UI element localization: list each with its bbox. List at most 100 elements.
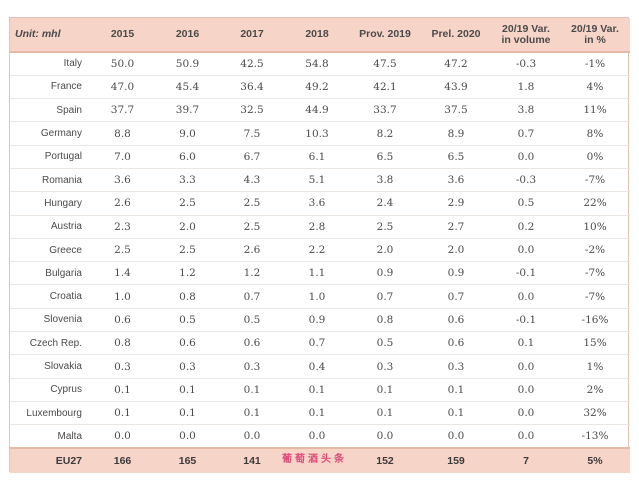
value-cell: 0.0 [350, 424, 420, 449]
total-cell: 159 [420, 447, 492, 474]
value-cell: 0.6 [90, 308, 155, 333]
value-cell: 0.2 [492, 215, 560, 239]
value-cell: 3.3 [155, 168, 220, 193]
value-cell: -7% [560, 261, 630, 286]
value-cell: 0.0 [220, 424, 284, 449]
value-cell: 6.5 [420, 145, 492, 169]
country-cell: Bulgaria [10, 261, 90, 286]
col-header: 20/19 Var. in volume [492, 18, 560, 53]
value-cell: 0.1 [284, 401, 350, 426]
value-cell: -0.3 [492, 52, 560, 76]
value-cell: 2.6 [220, 238, 284, 263]
value-cell: -13% [560, 424, 630, 449]
value-cell: 0.9 [284, 308, 350, 333]
value-cell: 15% [560, 331, 630, 356]
value-cell: 50.0 [90, 52, 155, 76]
country-cell: Romania [10, 168, 90, 193]
value-cell: 2.3 [90, 215, 155, 239]
value-cell: 0.1 [492, 331, 560, 356]
col-header: 2017 [220, 18, 284, 53]
country-cell: Slovakia [10, 354, 90, 379]
value-cell: 1.1 [284, 261, 350, 286]
col-header: 2015 [90, 18, 155, 53]
value-cell: 3.8 [492, 98, 560, 123]
total-label: EU27 [10, 447, 90, 474]
value-cell: 3.8 [350, 168, 420, 193]
wine-production-table-frame: Unit: mhl 2015 2016 2017 2018 Prov. 2019… [9, 17, 630, 474]
country-cell: Czech Rep. [10, 331, 90, 356]
value-cell: 0.3 [220, 354, 284, 379]
value-cell: 2.5 [90, 238, 155, 263]
value-cell: 9.0 [155, 121, 220, 146]
table-row: Germany 8.8 9.0 7.5 10.3 8.2 8.9 0.7 8% [10, 121, 630, 146]
value-cell: 0.1 [284, 378, 350, 402]
value-cell: 0.0 [492, 145, 560, 169]
value-cell: 0.6 [420, 308, 492, 333]
value-cell: 0.7 [420, 284, 492, 309]
value-cell: 0.3 [155, 354, 220, 379]
col-header: 2018 [284, 18, 350, 53]
value-cell: 0.4 [284, 354, 350, 379]
col-header: 20/19 Var. in % [560, 18, 630, 53]
value-cell: 44.9 [284, 98, 350, 123]
value-cell: 3.6 [284, 191, 350, 216]
value-cell: 47.2 [420, 52, 492, 76]
value-cell: 33.7 [350, 98, 420, 123]
value-cell: 0.6 [420, 331, 492, 356]
table-row: Cyprus 0.1 0.1 0.1 0.1 0.1 0.1 0.0 2% [10, 378, 630, 402]
value-cell: 6.7 [220, 145, 284, 169]
value-cell: 0.8 [350, 308, 420, 333]
value-cell: 36.4 [220, 75, 284, 100]
value-cell: 1% [560, 354, 630, 379]
table-row: France 47.0 45.4 36.4 49.2 42.1 43.9 1.8 4% [10, 75, 630, 100]
table-row: Greece 2.5 2.5 2.6 2.2 2.0 2.0 0.0 -2% [10, 238, 630, 263]
value-cell: 49.2 [284, 75, 350, 100]
value-cell: 6.0 [155, 145, 220, 169]
value-cell: 0.5 [220, 308, 284, 333]
table-row: Bulgaria 1.4 1.2 1.2 1.1 0.9 0.9 -0.1 -7% [10, 261, 630, 286]
total-cell: 7 [492, 447, 560, 474]
country-cell: Italy [10, 52, 90, 76]
value-cell: 0.5 [350, 331, 420, 356]
value-cell: 2.5 [220, 191, 284, 216]
value-cell: 37.7 [90, 98, 155, 123]
value-cell: 42.1 [350, 75, 420, 100]
value-cell: 0.9 [350, 261, 420, 286]
country-cell: Malta [10, 424, 90, 449]
value-cell: 1.2 [155, 261, 220, 286]
table-body: Italy 50.0 50.9 42.5 54.8 47.5 47.2 -0.3 -1% Fran… [10, 52, 630, 449]
value-cell: 32% [560, 401, 630, 426]
value-cell: 0.1 [90, 378, 155, 402]
value-cell: -2% [560, 238, 630, 263]
value-cell: 32.5 [220, 98, 284, 123]
value-cell: 2.6 [90, 191, 155, 216]
value-cell: 0.1 [220, 401, 284, 426]
value-cell: 2.0 [420, 238, 492, 263]
value-cell: 2.0 [350, 238, 420, 263]
value-cell: 47.0 [90, 75, 155, 100]
country-cell: Hungary [10, 191, 90, 216]
value-cell: 0.1 [155, 401, 220, 426]
value-cell: 11% [560, 98, 630, 123]
value-cell: 0.3 [350, 354, 420, 379]
value-cell: 6.5 [350, 145, 420, 169]
value-cell: 1.0 [284, 284, 350, 309]
value-cell: 0.6 [155, 331, 220, 356]
unit-label: Unit: mhl [10, 18, 90, 53]
value-cell: 8.9 [420, 121, 492, 146]
value-cell: 0.1 [90, 401, 155, 426]
value-cell: 0.9 [420, 261, 492, 286]
value-cell: 47.5 [350, 52, 420, 76]
value-cell: 0.8 [90, 331, 155, 356]
value-cell: 0.1 [420, 401, 492, 426]
table-row: Malta 0.0 0.0 0.0 0.0 0.0 0.0 0.0 -13% [10, 424, 630, 449]
value-cell: 0.0 [492, 354, 560, 379]
value-cell: 0.0 [492, 378, 560, 402]
value-cell: 2.9 [420, 191, 492, 216]
value-cell: 10% [560, 215, 630, 239]
total-cell: 141 [220, 447, 284, 474]
value-cell: 0.1 [155, 378, 220, 402]
value-cell: 0.0 [284, 424, 350, 449]
value-cell: -0.3 [492, 168, 560, 193]
value-cell: 22% [560, 191, 630, 216]
